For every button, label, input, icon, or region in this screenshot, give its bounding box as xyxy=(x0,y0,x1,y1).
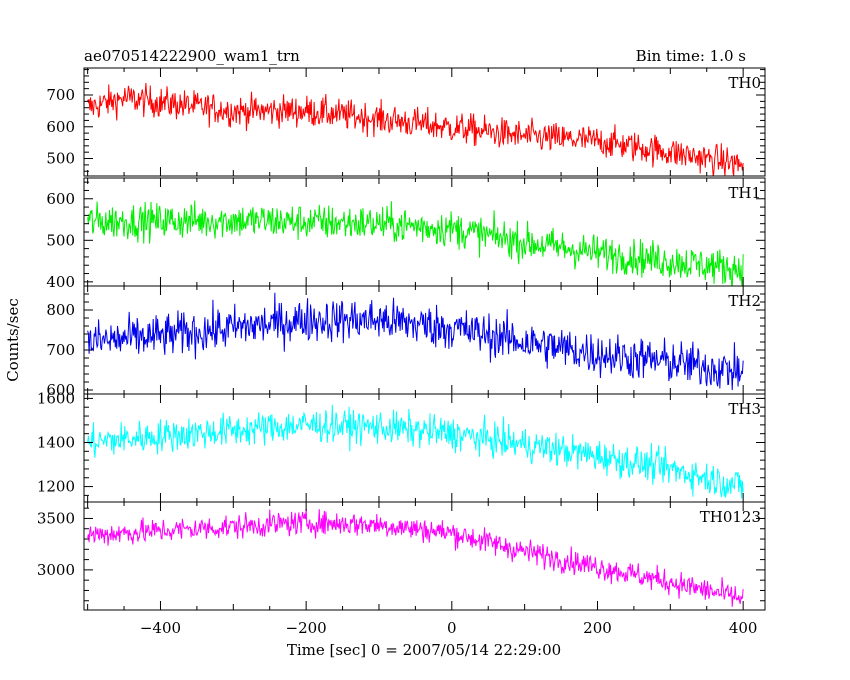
x-axis-label: Time [sec] 0 = 2007/05/14 22:29:00 xyxy=(287,641,561,659)
y-tick-label: 1400 xyxy=(37,433,75,451)
chart-title: ae070514222900_wam1_trn xyxy=(84,47,300,65)
panel-label-th3: TH3 xyxy=(728,400,761,418)
y-tick-label: 500 xyxy=(46,150,75,168)
panel-frame-th0123 xyxy=(83,501,766,611)
y-tick-label: 1600 xyxy=(37,389,75,407)
y-tick-label: 700 xyxy=(46,341,75,359)
series-line-th0123 xyxy=(87,508,744,607)
x-tick-label: 200 xyxy=(583,619,612,637)
y-tick-label: 3500 xyxy=(37,509,75,527)
x-tick-label: 400 xyxy=(729,619,758,637)
y-tick-label: 700 xyxy=(46,86,75,104)
bin-time-label: Bin time: 1.0 s xyxy=(636,47,746,65)
y-axis-label: Counts/sec xyxy=(4,298,22,382)
series-line-th1 xyxy=(87,200,744,286)
y-tick-label: 800 xyxy=(46,301,75,319)
panel-label-th0: TH0 xyxy=(728,74,761,92)
panel-frame-th3 xyxy=(83,393,766,503)
panel-label-th1: TH1 xyxy=(728,184,761,202)
y-tick-label: 1200 xyxy=(37,478,75,496)
panel-label-th2: TH2 xyxy=(728,292,761,310)
y-tick-label: 400 xyxy=(46,273,75,291)
panel-frame-th2 xyxy=(83,285,766,395)
series-line-th3 xyxy=(87,404,744,499)
chart-panels: TH0 500 600 700 TH1 400 500 600 TH2 600 700 800 TH3 1… xyxy=(37,67,766,637)
panel-frame-th0 xyxy=(83,67,766,177)
y-tick-label: 3000 xyxy=(37,561,75,579)
series-line-th2 xyxy=(87,292,744,391)
y-tick-label: 600 xyxy=(46,381,75,399)
x-tick-label: −400 xyxy=(140,619,181,637)
y-tick-label: 500 xyxy=(46,231,75,249)
x-tick-label: 0 xyxy=(447,619,457,637)
series-line-th0 xyxy=(87,82,744,176)
y-tick-label: 600 xyxy=(46,190,75,208)
panel-label-th0123: TH0123 xyxy=(700,508,761,526)
y-tick-label: 600 xyxy=(46,118,75,136)
x-tick-label: −200 xyxy=(286,619,327,637)
